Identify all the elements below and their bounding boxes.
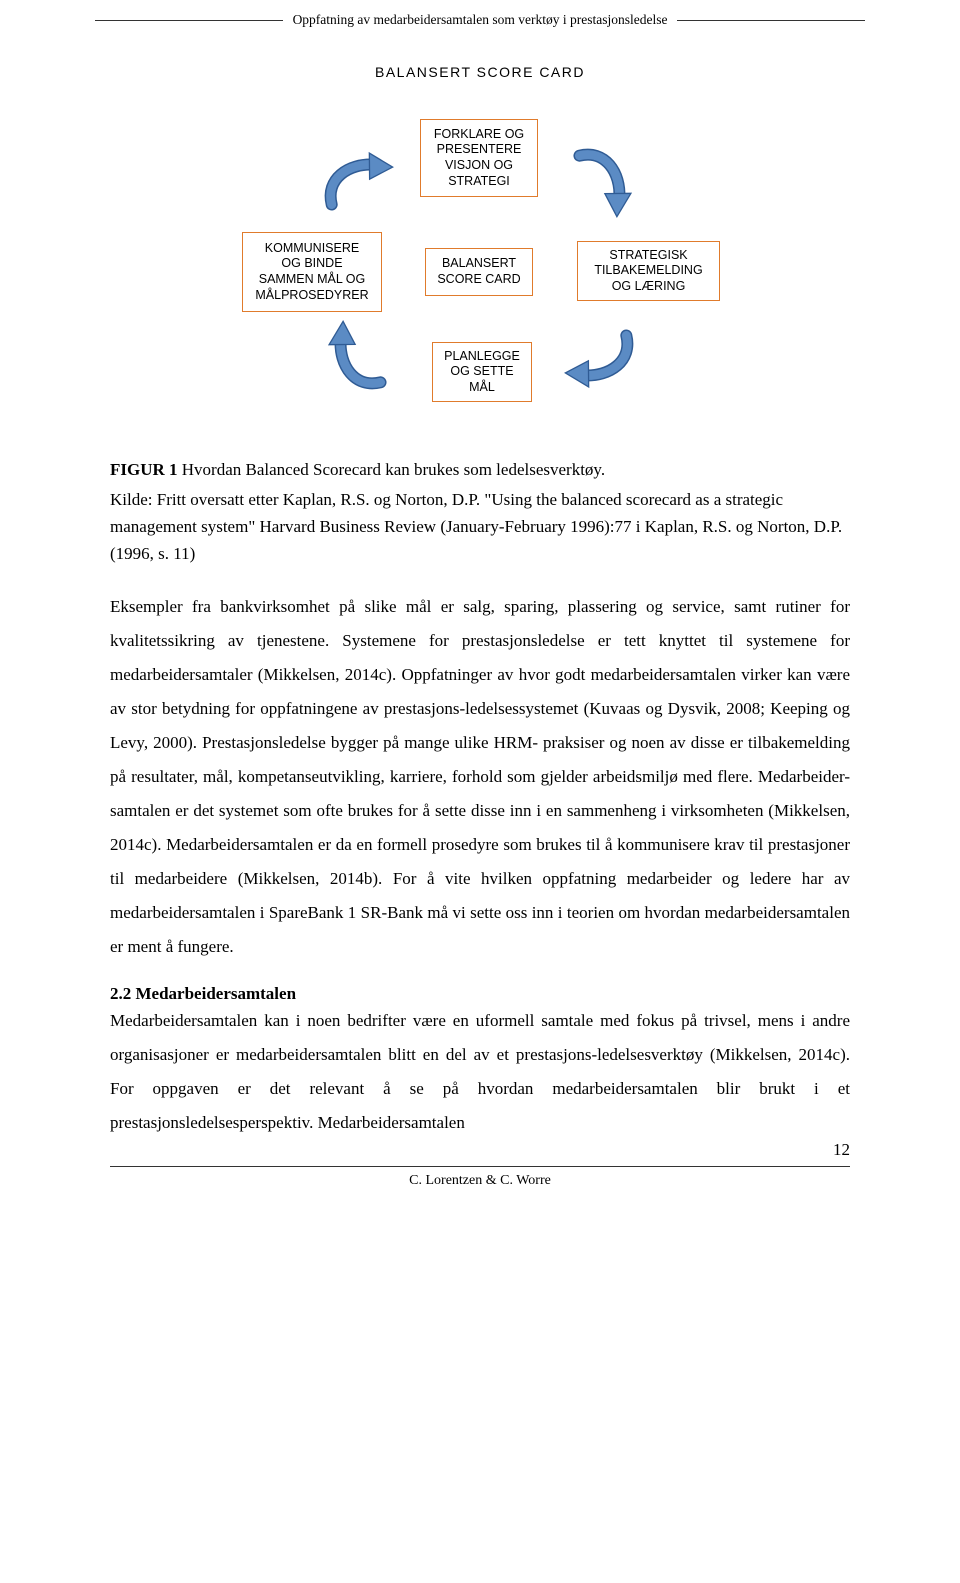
running-title: Oppfatning av medarbeidersamtalen som ve… <box>283 12 678 28</box>
page-header: Oppfatning av medarbeidersamtalen som ve… <box>0 0 960 34</box>
bottom-right-arrow <box>563 335 631 388</box>
figure-caption-text: Hvordan Balanced Scorecard kan brukes so… <box>182 460 605 479</box>
footer-authors: C. Lorentzen & C. Worre <box>409 1173 551 1189</box>
top-left-arrow <box>327 151 395 204</box>
bottom-left-arrow <box>327 319 380 387</box>
diagram-box-feedback: STRATEGISK TILBAKEMELDING OG LÆRING <box>577 241 720 301</box>
header-rule-right <box>677 20 865 21</box>
page-footer: 12 C. Lorentzen & C. Worre <box>0 1148 960 1219</box>
header-rule-left <box>95 20 283 21</box>
figure-number: FIGUR 1 <box>110 460 182 479</box>
diagram-box-communicate: KOMMUNISERE OG BINDE SAMMEN MÅL OG MÅLPR… <box>242 232 382 312</box>
top-right-arrow <box>579 151 632 219</box>
diagram-box-scorecard: BALANSERT SCORE CARD <box>425 248 533 296</box>
diagram-box-vision: FORKLARE OG PRESENTERE VISJON OG STRATEG… <box>420 119 538 197</box>
page-number: 12 <box>110 1140 850 1160</box>
figure-caption: FIGUR 1 Hvordan Balanced Scorecard kan b… <box>110 459 850 482</box>
diagram-container: BALANSERT SCORE CARD FORKLARE OG PRESENT… <box>0 34 960 454</box>
figure-source: Kilde: Fritt oversatt etter Kaplan, R.S.… <box>110 486 850 568</box>
balanced-scorecard-diagram: BALANSERT SCORE CARD FORKLARE OG PRESENT… <box>170 64 790 444</box>
section-heading: 2.2 Medarbeidersamtalen <box>110 984 850 1004</box>
footer-rule <box>110 1166 850 1167</box>
page-content: FIGUR 1 Hvordan Balanced Scorecard kan b… <box>0 454 960 1140</box>
body-paragraph-2: Medarbeidersamtalen kan i noen bedrifter… <box>110 1004 850 1140</box>
body-paragraph-1: Eksempler fra bankvirksomhet på slike må… <box>110 590 850 964</box>
diagram-box-plan: PLANLEGGE OG SETTE MÅL <box>432 342 532 402</box>
